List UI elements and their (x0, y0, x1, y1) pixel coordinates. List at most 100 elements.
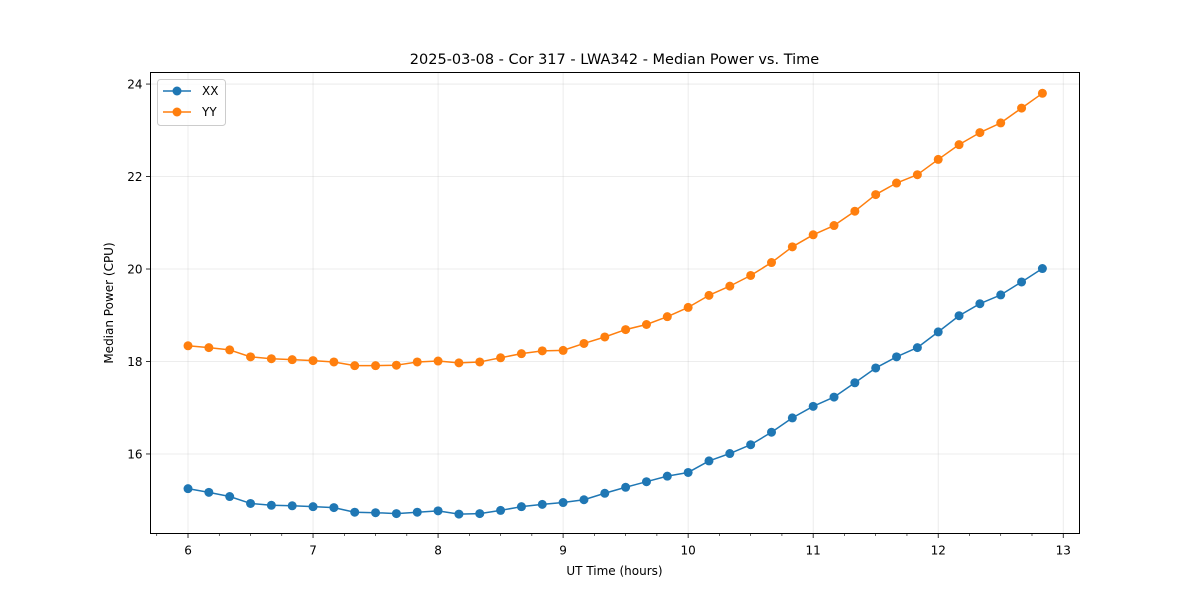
data-point-xx (912, 343, 922, 353)
legend-label-yy: YY (201, 105, 217, 119)
data-point-xx (996, 290, 1006, 300)
data-point-yy (266, 354, 276, 364)
data-point-xx (829, 392, 839, 402)
legend-marker-xx (172, 86, 182, 96)
x-tick-label-10: 10 (681, 544, 696, 558)
data-point-yy (516, 349, 526, 359)
data-point-yy (412, 357, 422, 367)
data-point-xx (516, 502, 526, 512)
data-point-xx (746, 440, 756, 450)
data-point-yy (391, 360, 401, 370)
data-point-yy (850, 206, 860, 216)
data-point-yy (704, 290, 714, 300)
data-point-yy (996, 118, 1006, 128)
data-point-yy (933, 154, 943, 164)
data-point-yy (621, 325, 631, 335)
data-point-yy (641, 320, 651, 330)
data-point-xx (329, 503, 339, 513)
x-axis-label: UT Time (hours) (566, 564, 662, 578)
data-point-xx (725, 449, 735, 459)
axes: 6 7 8 9 10 11 12 13 16 18 20 22 24 (127, 78, 1071, 558)
data-point-xx (641, 477, 651, 487)
x-tick-label-11: 11 (806, 544, 821, 558)
data-point-xx (496, 505, 506, 515)
data-point-xx (892, 352, 902, 362)
data-point-yy (892, 178, 902, 188)
data-point-yy (829, 221, 839, 231)
y-tick-label-22: 22 (127, 170, 142, 184)
data-point-yy (246, 352, 256, 362)
data-point-yy (579, 338, 589, 348)
data-point-xx (600, 488, 610, 498)
data-point-xx (787, 413, 797, 423)
data-point-yy (600, 332, 610, 342)
data-point-xx (975, 299, 985, 309)
x-tick-label-12: 12 (931, 544, 946, 558)
data-point-xx (225, 492, 235, 502)
data-point-yy (454, 358, 464, 368)
y-tick-label-20: 20 (127, 263, 142, 277)
data-point-yy (871, 190, 881, 200)
data-point-yy (1037, 88, 1047, 98)
data-point-yy (433, 356, 443, 366)
data-point-yy (725, 281, 735, 291)
data-point-xx (412, 507, 422, 517)
data-point-xx (808, 401, 818, 411)
data-point-xx (204, 487, 214, 497)
legend: XX YY (157, 79, 226, 126)
data-point-xx (850, 378, 860, 388)
data-point-yy (204, 343, 214, 353)
data-point-xx (662, 471, 672, 481)
x-tick-label-7: 7 (309, 544, 317, 558)
x-tick-label-8: 8 (434, 544, 442, 558)
data-point-yy (912, 170, 922, 180)
data-point-xx (183, 484, 193, 494)
data-point-yy (537, 346, 547, 356)
data-point-yy (225, 345, 235, 355)
data-point-xx (621, 482, 631, 492)
data-point-xx (350, 507, 360, 517)
data-point-xx (1037, 264, 1047, 274)
plot-frame (150, 72, 1080, 534)
data-point-yy (1017, 103, 1027, 113)
data-point-yy (475, 357, 485, 367)
data-point-xx (287, 501, 297, 511)
x-tick-label-9: 9 (559, 544, 567, 558)
data-point-yy (808, 230, 818, 240)
data-point-xx (391, 509, 401, 519)
data-point-xx (371, 508, 381, 518)
data-point-yy (954, 140, 964, 150)
data-point-xx (871, 363, 881, 373)
legend-label-xx: XX (202, 84, 218, 98)
data-point-xx (475, 509, 485, 519)
x-tick-label-6: 6 (184, 544, 192, 558)
data-point-xx (704, 456, 714, 466)
data-point-xx (537, 499, 547, 509)
data-point-xx (1017, 277, 1027, 287)
data-point-xx (767, 427, 777, 437)
grid (150, 72, 1080, 534)
data-point-yy (350, 361, 360, 371)
y-axis-label: Median Power (CPU) (102, 242, 116, 363)
series-layer (183, 88, 1047, 519)
data-point-yy (558, 345, 568, 355)
y-tick-label-18: 18 (127, 355, 142, 369)
legend-marker-yy (172, 107, 182, 117)
data-point-yy (746, 270, 756, 280)
data-point-xx (246, 498, 256, 508)
data-point-yy (183, 341, 193, 351)
y-tick-label-16: 16 (127, 447, 142, 461)
data-point-xx (308, 502, 318, 512)
data-point-yy (767, 258, 777, 268)
x-tick-label-13: 13 (1056, 544, 1071, 558)
data-point-xx (579, 495, 589, 505)
data-point-yy (496, 353, 506, 363)
series-line-xx (187, 267, 1043, 515)
data-point-xx (558, 498, 568, 508)
series-line-yy (187, 92, 1043, 367)
data-point-xx (954, 311, 964, 321)
data-point-xx (266, 500, 276, 510)
data-point-yy (308, 356, 318, 366)
data-point-yy (371, 361, 381, 371)
y-tick-label-24: 24 (127, 78, 142, 92)
